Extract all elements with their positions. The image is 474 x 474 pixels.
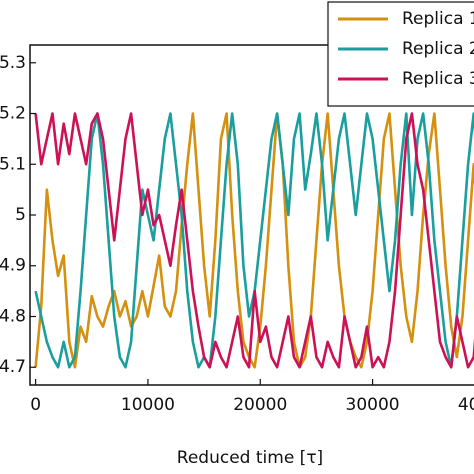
y-tick-label: 5.3 — [0, 53, 26, 73]
legend-label: Replica 1 — [402, 9, 474, 29]
y-tick-label: 5.1 — [0, 154, 26, 174]
series-line — [34, 112, 474, 369]
x-axis-label: Reduced time [τ] — [177, 448, 323, 468]
legend-label: Replica 3 — [402, 69, 474, 89]
x-tick-label: 20000 — [233, 395, 287, 415]
y-tick-label: 4.7 — [0, 357, 26, 377]
x-tick-label: 0 — [30, 395, 41, 415]
series-line — [34, 112, 474, 369]
y-tick-label: 4.8 — [0, 306, 26, 326]
y-tick-label: 4.9 — [0, 256, 26, 276]
y-tick-label: 5 — [15, 205, 26, 225]
legend-label: Replica 2 — [402, 39, 474, 59]
y-tick-label: 5.2 — [0, 104, 26, 124]
x-tick-label: 30000 — [346, 395, 400, 415]
x-tick-label: 40000 — [458, 395, 474, 415]
x-tick-label: 10000 — [121, 395, 175, 415]
